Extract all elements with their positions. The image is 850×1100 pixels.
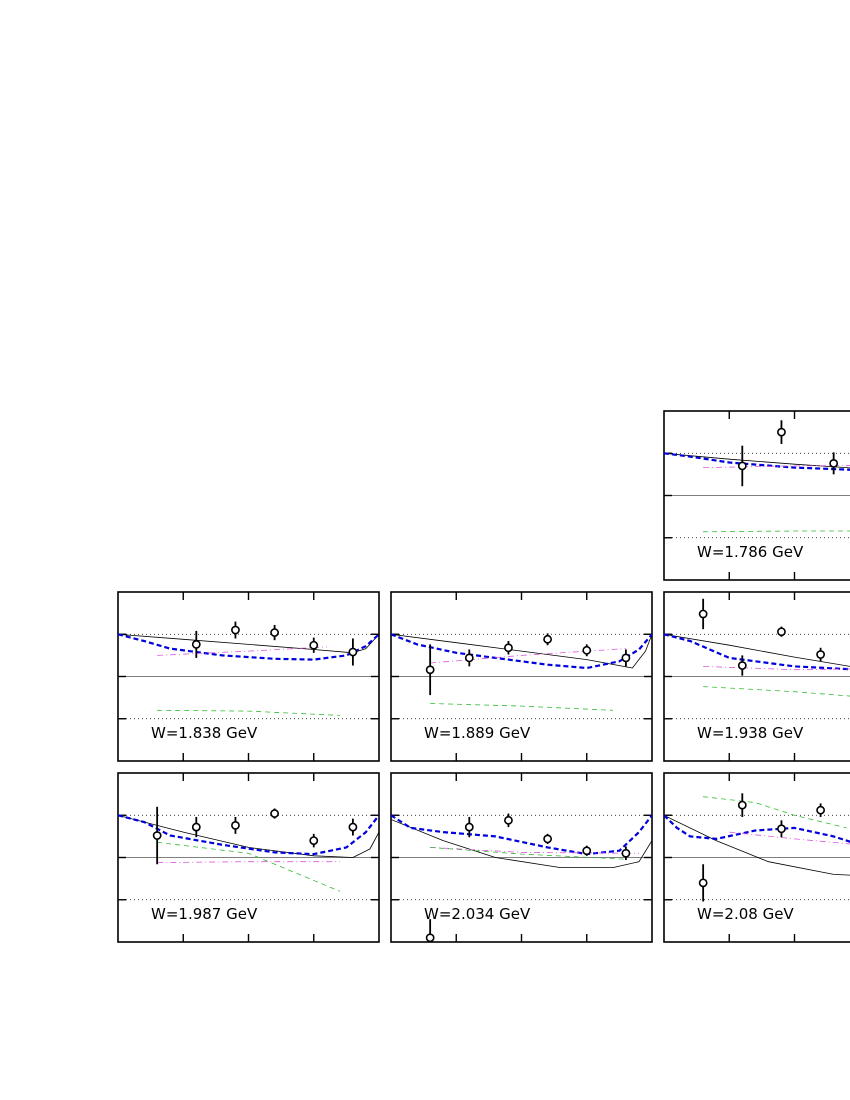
model-curve-green-dashed bbox=[157, 841, 341, 892]
data-point bbox=[348, 647, 358, 657]
model-curve-solid bbox=[118, 814, 379, 858]
data-point bbox=[309, 836, 319, 845]
model-curve-blue-dashed bbox=[118, 814, 379, 856]
data-point bbox=[543, 834, 552, 844]
data-point bbox=[231, 820, 240, 830]
model-curve-magenta-dashdot bbox=[157, 646, 327, 656]
model-curve-blue-dashed bbox=[391, 814, 652, 856]
model-curve-magenta-dashdot bbox=[703, 666, 850, 671]
panel: W=2.034 GeV bbox=[390, 772, 653, 943]
data-point bbox=[231, 625, 240, 635]
model-curve-blue-dashed bbox=[118, 633, 379, 661]
panel: W=2.08 GeV bbox=[663, 772, 850, 943]
panel-plot-area bbox=[118, 621, 379, 720]
model-curve-solid bbox=[664, 452, 850, 469]
panel-label: W=1.987 GeV bbox=[151, 905, 258, 923]
model-curve-green-dashed bbox=[703, 686, 850, 697]
data-point bbox=[464, 653, 474, 663]
data-point bbox=[582, 645, 592, 655]
panel-label: W=1.838 GeV bbox=[151, 724, 258, 742]
panel-label: W=1.938 GeV bbox=[697, 724, 804, 742]
model-curve-green-dashed bbox=[703, 796, 847, 829]
panel-label: W=2.034 GeV bbox=[424, 905, 531, 923]
model-curve-magenta-dashdot bbox=[729, 831, 850, 845]
model-curve-green-dashed bbox=[430, 703, 613, 711]
data-point bbox=[698, 609, 708, 619]
model-curve-magenta-dashdot bbox=[703, 465, 850, 468]
panel-label: W=1.786 GeV bbox=[697, 543, 804, 561]
model-curve-solid bbox=[391, 633, 652, 669]
model-curve-solid bbox=[664, 814, 850, 876]
data-point bbox=[698, 878, 708, 888]
model-curve-blue-dashed bbox=[664, 814, 850, 843]
data-point bbox=[737, 461, 747, 471]
data-point bbox=[504, 815, 513, 825]
data-point bbox=[816, 650, 825, 659]
data-point bbox=[777, 824, 786, 834]
data-point bbox=[737, 661, 747, 670]
data-point bbox=[309, 640, 319, 650]
data-point bbox=[191, 822, 201, 832]
model-curve-green-dashed bbox=[157, 709, 340, 716]
panel: W=1.889 GeV bbox=[390, 591, 653, 762]
data-point bbox=[737, 800, 747, 810]
model-curve-blue-dashed bbox=[664, 452, 850, 471]
panel-plot-area bbox=[118, 806, 379, 901]
data-point bbox=[621, 653, 631, 663]
data-point bbox=[504, 643, 513, 653]
model-curve-magenta-dashdot bbox=[430, 847, 640, 854]
data-point bbox=[270, 628, 279, 637]
panel-plot-area bbox=[664, 793, 850, 902]
data-point bbox=[464, 822, 474, 832]
data-point bbox=[543, 634, 552, 644]
model-curve-solid bbox=[664, 633, 850, 667]
panel-label: W=2.08 GeV bbox=[697, 905, 794, 923]
panel-plot-area bbox=[664, 598, 850, 720]
data-point bbox=[816, 805, 825, 815]
data-point bbox=[348, 822, 358, 832]
panel: W=1.938 GeV bbox=[663, 591, 850, 762]
data-point bbox=[829, 458, 839, 468]
data-point bbox=[152, 831, 162, 840]
panel: W=1.838 GeV bbox=[117, 591, 380, 762]
panel: W=1.786 GeV bbox=[663, 410, 850, 581]
data-point bbox=[777, 627, 786, 637]
data-point bbox=[777, 427, 786, 437]
data-point bbox=[582, 846, 592, 856]
model-curve-green-dashed bbox=[430, 847, 626, 860]
panel-plot-area bbox=[391, 813, 652, 942]
panel-grid: W=1.786 GeV W=1.838 GeV W=1.889 GeV W=1.938… bbox=[117, 410, 850, 943]
data-point bbox=[270, 809, 279, 818]
data-point bbox=[425, 933, 435, 942]
data-point bbox=[621, 848, 631, 858]
panel-plot-area bbox=[391, 633, 652, 720]
panel-label: W=1.889 GeV bbox=[424, 724, 531, 742]
panel: W=1.987 GeV bbox=[117, 772, 380, 943]
data-point bbox=[425, 665, 435, 675]
panel-plot-area bbox=[664, 420, 850, 539]
model-curve-solid bbox=[391, 819, 652, 868]
model-curve-magenta-dashdot bbox=[157, 861, 340, 863]
model-curve-green-dashed bbox=[703, 530, 850, 533]
data-point bbox=[191, 639, 201, 649]
